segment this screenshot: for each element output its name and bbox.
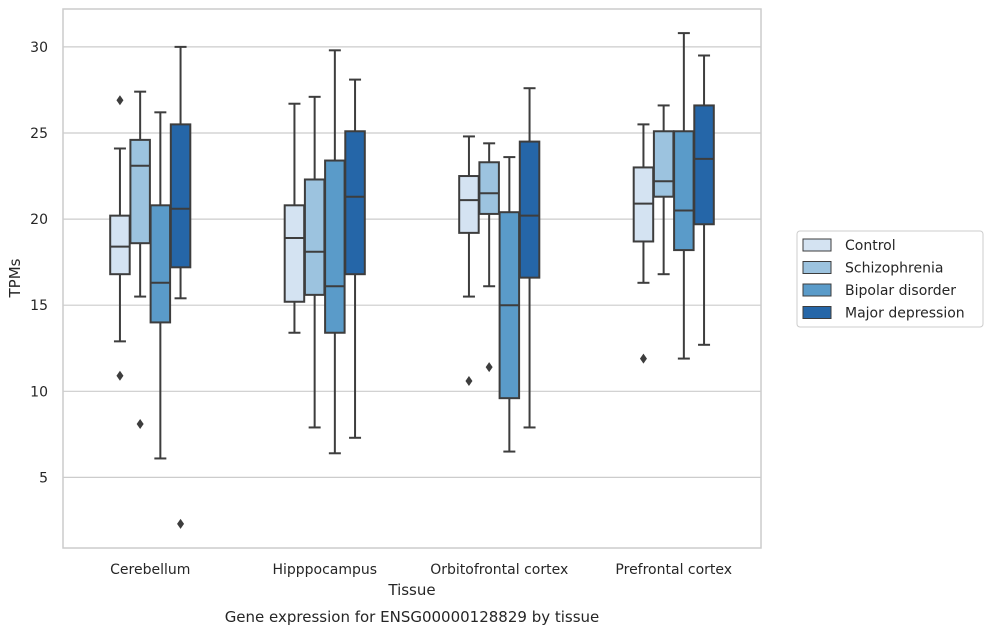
box bbox=[652, 130, 675, 198]
box bbox=[109, 214, 131, 276]
x-tick-label: Hipppocampus bbox=[272, 562, 377, 578]
plot-frame bbox=[62, 8, 762, 549]
y-tick-label: 5 bbox=[39, 470, 48, 486]
outlier-point bbox=[639, 353, 647, 364]
x-tick-labels: Cerebellum Hipppocampus Orbitofrontal cort… bbox=[110, 562, 732, 578]
x-tick-label: Orbitofrontal cortex bbox=[430, 562, 568, 578]
legend-frame bbox=[796, 230, 984, 328]
legend-swatch bbox=[802, 261, 832, 274]
box bbox=[129, 138, 151, 245]
outlier-point bbox=[465, 375, 473, 386]
legend-label: Control bbox=[845, 238, 896, 254]
plot-background bbox=[63, 9, 761, 548]
outlier-point bbox=[116, 95, 124, 106]
outlier-point bbox=[485, 362, 493, 373]
y-tick-label: 30 bbox=[30, 40, 48, 56]
box bbox=[518, 140, 541, 279]
box bbox=[344, 130, 366, 276]
legend-swatch bbox=[802, 238, 832, 252]
box bbox=[458, 175, 480, 234]
box bbox=[673, 130, 695, 252]
legend-label: Bipolar disorder bbox=[845, 283, 956, 299]
outlier-point bbox=[177, 518, 185, 529]
legend: Control Schizophrenia Bipolar disorder Majo… bbox=[796, 230, 984, 328]
box bbox=[303, 178, 326, 296]
x-tick-label: Prefrontal cortex bbox=[615, 562, 732, 578]
y-axis-label: TPMs bbox=[6, 258, 24, 298]
y-tick-label: 25 bbox=[30, 126, 48, 142]
chart-caption: Gene expression for ENSG00000128829 by t… bbox=[225, 608, 600, 626]
series-major-depression bbox=[169, 45, 715, 529]
series-control bbox=[109, 95, 655, 386]
y-tick-label: 20 bbox=[30, 212, 48, 228]
y-tick-labels: 5 10 15 20 25 30 bbox=[30, 40, 48, 487]
box bbox=[283, 204, 306, 303]
outlier-point bbox=[136, 419, 144, 430]
y-tick-label: 15 bbox=[30, 298, 48, 314]
box bbox=[149, 204, 172, 324]
legend-swatch bbox=[802, 306, 832, 319]
y-tick-label: 10 bbox=[30, 384, 48, 400]
legend-swatch bbox=[802, 283, 832, 297]
box bbox=[169, 123, 192, 269]
box bbox=[324, 159, 346, 334]
x-axis-label: Tissue bbox=[387, 581, 435, 599]
series-bipolar-disorder bbox=[149, 32, 695, 460]
x-tick-label: Cerebellum bbox=[110, 562, 190, 578]
legend-label: Schizophrenia bbox=[845, 261, 943, 277]
box bbox=[478, 161, 500, 215]
legend-label: Major depression bbox=[845, 306, 965, 322]
box bbox=[693, 104, 715, 226]
outlier-point bbox=[116, 370, 124, 381]
series-schizophrenia bbox=[129, 90, 675, 430]
box-groups bbox=[109, 32, 715, 529]
